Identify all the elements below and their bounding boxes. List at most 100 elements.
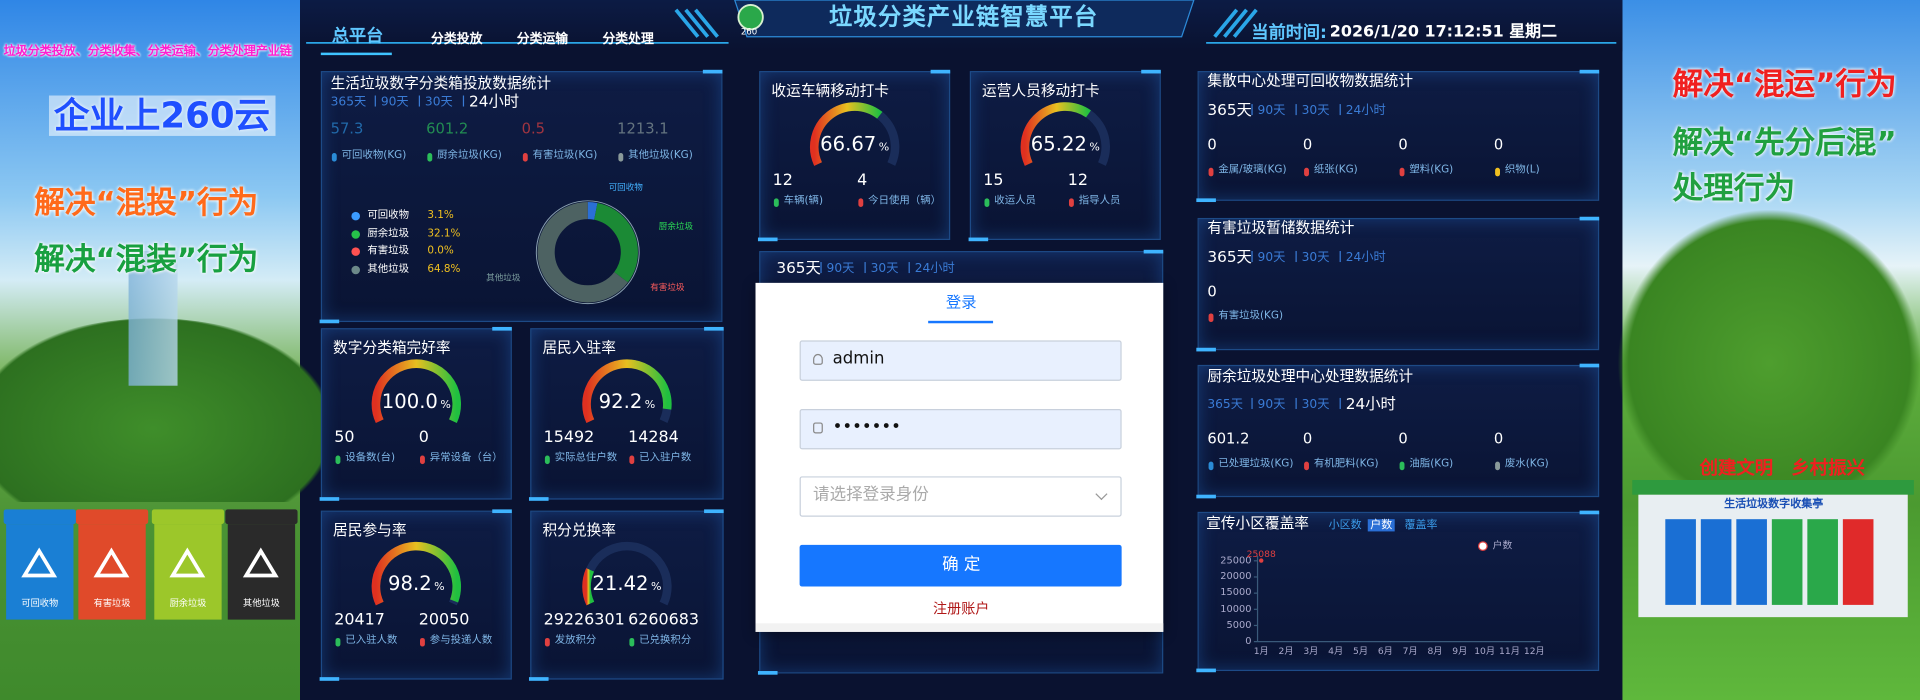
password-input[interactable] <box>799 408 1122 450</box>
kiosk-door <box>1807 519 1838 605</box>
gauge-value-arc <box>371 541 462 606</box>
tab-separator <box>418 95 420 107</box>
stat-label: 有害垃圾(KG) <box>1218 309 1284 323</box>
username-input[interactable] <box>799 340 1122 381</box>
x-tick-label: 7月 <box>1402 645 1418 657</box>
tab[interactable]: 30天 <box>1301 251 1330 265</box>
panel-corner <box>930 69 951 74</box>
donut-segment <box>537 202 638 303</box>
tab[interactable]: 365天 <box>1207 100 1252 119</box>
bin-body <box>6 524 74 620</box>
stat-value: 50 <box>334 428 355 447</box>
bin-body <box>227 524 296 620</box>
legend-dot <box>773 198 779 207</box>
panel <box>530 510 724 680</box>
tab[interactable]: 24小时 <box>468 91 520 111</box>
stat-value: 20050 <box>418 611 470 630</box>
panel-title: 宣传小区覆盖率 <box>1206 514 1309 532</box>
panel-corner <box>1141 69 1161 74</box>
panel-corner <box>704 509 724 514</box>
tab-separator <box>374 95 376 107</box>
tab[interactable]: 90天 <box>826 262 855 276</box>
submit-label[interactable]: 确 定 <box>942 554 981 575</box>
panel-corner <box>757 237 778 242</box>
bin-body <box>78 524 146 620</box>
panel-corner <box>757 671 778 675</box>
banner-slogan: 解决“混装”行为 <box>34 241 259 277</box>
panel-title: 数字分类箱完好率 <box>333 339 451 357</box>
gauge-unit: % <box>878 142 890 155</box>
panel-corner <box>1579 216 1600 221</box>
stat-value: 15492 <box>543 428 595 447</box>
stat-label: 指导人员 <box>1078 194 1121 207</box>
bin-lid <box>75 509 149 525</box>
tab[interactable]: 90天 <box>1257 104 1286 118</box>
tab[interactable]: 30天 <box>1301 397 1330 412</box>
legend-dot <box>427 153 433 162</box>
legend-dot <box>420 455 425 465</box>
stat-value: 0 <box>1398 135 1408 154</box>
stat-value: 20417 <box>334 611 385 630</box>
bin-lid <box>225 509 298 525</box>
panel <box>1197 364 1600 498</box>
tab-separator <box>1339 251 1341 263</box>
tab[interactable]: 365天 <box>330 95 367 109</box>
chart-tab[interactable]: 户数 <box>1367 519 1395 532</box>
x-tick-label: 11月 <box>1499 645 1520 657</box>
stat-label: 收运人员 <box>994 194 1036 207</box>
tab-separator <box>462 95 465 107</box>
legend-marker <box>1477 541 1488 552</box>
role-select[interactable] <box>799 476 1122 517</box>
legend-marker <box>351 265 360 274</box>
username-input-text: admin <box>832 348 885 369</box>
tab[interactable]: 30天 <box>870 262 899 276</box>
stat-label: 有害垃圾(KG) <box>532 149 598 162</box>
stat-label: 异常设备（台） <box>429 451 503 465</box>
login-tab[interactable]: 登录 <box>945 292 977 312</box>
register-link[interactable]: 注册账户 <box>933 600 990 618</box>
tab[interactable]: 24小时 <box>1345 394 1396 413</box>
gauge-unit: % <box>440 399 451 412</box>
banner-slogan: 处理行为 <box>1672 170 1796 206</box>
stat-label: 废水(KG) <box>1504 457 1549 471</box>
submit-button[interactable] <box>799 544 1122 587</box>
tab[interactable]: 365天 <box>776 258 821 277</box>
legend-marker <box>351 211 360 221</box>
chart-tab[interactable]: 覆盖率 <box>1404 519 1438 532</box>
gauge-readout: 92.2% <box>599 390 656 414</box>
role-select-text: 请选择登录身份 <box>813 484 929 505</box>
tab[interactable]: 24小时 <box>914 262 955 276</box>
tab[interactable]: 24小时 <box>1345 104 1386 118</box>
nav-item[interactable]: 分类运输 <box>516 31 569 47</box>
chart-tab[interactable]: 小区数 <box>1328 519 1362 532</box>
panel-title: 居民参与率 <box>333 521 407 539</box>
nav-item[interactable]: 分类处理 <box>602 31 654 47</box>
tab[interactable]: 90天 <box>1257 397 1286 412</box>
gauge-readout: 66.67% <box>820 132 890 156</box>
gauge-value-arc <box>582 568 595 606</box>
gauge-unit: % <box>434 581 445 594</box>
legend-dot <box>1208 461 1214 471</box>
tab[interactable]: 365天 <box>1207 397 1243 412</box>
stat-value: 601.2 <box>1207 429 1250 447</box>
panel-corner <box>1143 249 1164 254</box>
nav-item[interactable]: 总平台 <box>331 26 384 47</box>
tab[interactable]: 90天 <box>1257 251 1286 265</box>
gauge-readout: 21.42% <box>592 572 661 596</box>
legend-value: 0.0% <box>427 244 454 258</box>
tab[interactable]: 30天 <box>424 95 453 109</box>
panel-corner <box>319 677 340 681</box>
stat-value: 0 <box>1207 282 1217 300</box>
panel-title: 收运车辆移动打卡 <box>771 82 889 100</box>
nav-item[interactable]: 分类投放 <box>431 31 483 47</box>
legend-dot <box>984 198 990 207</box>
tab-separator <box>820 262 822 274</box>
tab[interactable]: 365天 <box>1207 247 1252 266</box>
tab[interactable]: 30天 <box>1301 104 1330 118</box>
legend-label: 户数 <box>1492 540 1513 552</box>
tab[interactable]: 90天 <box>380 95 409 109</box>
tab[interactable]: 24小时 <box>1345 251 1386 265</box>
gauge-value-arc <box>371 359 461 423</box>
